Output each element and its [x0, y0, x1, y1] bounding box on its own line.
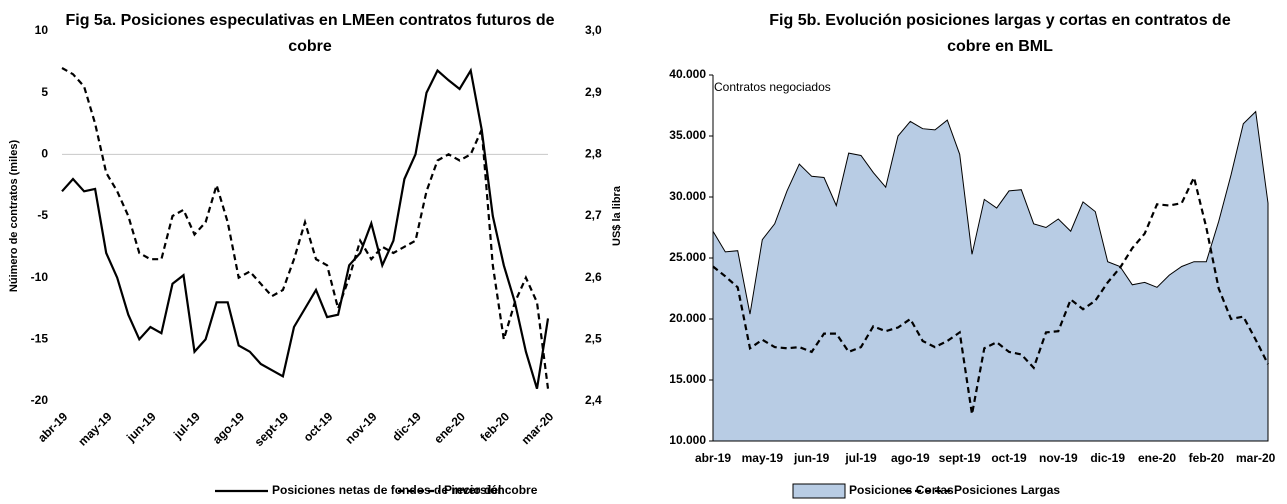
- chart-title: Fig 5b. Evolución posiciones largas y co…: [769, 12, 1231, 55]
- x-tick-label: ene-20: [431, 409, 468, 446]
- y-tick-label: -5: [37, 208, 48, 222]
- y-tick-label: 10.000: [669, 433, 706, 447]
- x-tick-label: jul-19: [170, 409, 203, 442]
- legend-label: Precio del cobre: [444, 483, 538, 497]
- x-tick-label: dic-19: [1090, 451, 1125, 465]
- y-axis-label: Núimero de contratos (miles): [8, 140, 20, 293]
- legend-label: Posiciones Largas: [954, 483, 1060, 497]
- line-series: [712, 174, 1269, 415]
- annotation: Contratos negociados: [714, 80, 831, 94]
- y2-tick-label: 2,4: [585, 393, 602, 407]
- line-series: [61, 67, 550, 390]
- x-tick-label: oct-19: [301, 409, 336, 444]
- x-tick-label: ago-19: [210, 409, 247, 446]
- x-tick-label: mar-20: [1236, 451, 1276, 465]
- x-tick-label: dic-19: [389, 409, 424, 444]
- y2-tick-label: 3,0: [585, 23, 602, 37]
- x-tick-label: ago-19: [891, 451, 930, 465]
- y-tick-label: -20: [31, 393, 49, 407]
- legend-label: Posiciones netas de fondos de inversión: [272, 483, 505, 497]
- y-tick-label: 25.000: [669, 250, 706, 264]
- y-tick-label: 10: [35, 23, 49, 37]
- legend-swatch: [792, 483, 846, 499]
- y-tick-label: 15.000: [669, 372, 706, 386]
- x-tick-label: may-19: [75, 409, 114, 448]
- x-tick-label: jul-19: [844, 451, 877, 465]
- y-tick-label: 20.000: [669, 311, 706, 325]
- y2-axis-label: US$ la libra: [611, 185, 623, 246]
- y2-tick-label: 2,7: [585, 208, 602, 222]
- chart-title: Fig 5a. Posiciones especulativas en LMEe…: [65, 12, 555, 55]
- y2-tick-label: 2,8: [585, 147, 602, 161]
- y-tick-label: -10: [31, 270, 49, 284]
- y-tick-label: 35.000: [669, 128, 706, 142]
- legend-label: Posiciones Cortas: [849, 483, 954, 497]
- x-tick-label: nov-19: [342, 409, 379, 446]
- x-tick-label: sept-19: [939, 451, 981, 465]
- x-tick-label: oct-19: [991, 451, 1027, 465]
- y2-tick-label: 2,6: [585, 270, 602, 284]
- y-tick-label: 0: [41, 147, 48, 161]
- y2-tick-label: 2,5: [585, 332, 602, 346]
- y-tick-label: -15: [31, 332, 49, 346]
- y-tick-label: 30.000: [669, 189, 706, 203]
- y-tick-label: 40.000: [669, 67, 706, 81]
- line-series: [61, 67, 550, 389]
- x-tick-label: nov-19: [1039, 451, 1078, 465]
- y-tick-label: 5: [41, 85, 48, 99]
- x-tick-label: ene-20: [1138, 451, 1176, 465]
- x-tick-label: abr-19: [35, 409, 71, 445]
- area-series: [712, 110, 1269, 442]
- y2-tick-label: 2,9: [585, 85, 602, 99]
- x-tick-label: mar-20: [519, 409, 557, 447]
- x-tick-label: jun-19: [793, 451, 830, 465]
- x-tick-label: feb-20: [477, 409, 512, 444]
- x-tick-label: feb-20: [1189, 451, 1225, 465]
- x-tick-label: abr-19: [695, 451, 731, 465]
- x-tick-label: jun-19: [123, 409, 159, 445]
- x-tick-label: may-19: [742, 451, 784, 465]
- x-tick-label: sept-19: [252, 409, 292, 449]
